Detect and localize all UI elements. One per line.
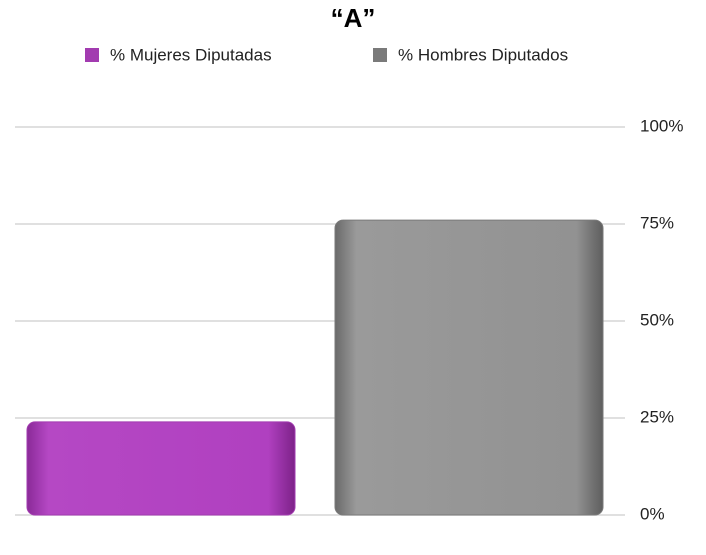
chart-title: “A” [331,3,376,33]
legend-label: % Hombres Diputados [398,45,568,64]
legend-label: % Mujeres Diputadas [110,45,272,64]
legend-swatch [85,48,99,62]
y-tick-label: 0% [640,504,665,523]
y-tick-label: 50% [640,310,674,329]
y-tick-label: 25% [640,407,674,426]
legend-swatch [373,48,387,62]
y-tick-label: 75% [640,213,674,232]
bar [26,421,296,516]
legend: % Mujeres Diputadas % Hombres Diputados [85,45,568,64]
y-tick-label: 100% [640,116,683,135]
bar [334,219,604,516]
